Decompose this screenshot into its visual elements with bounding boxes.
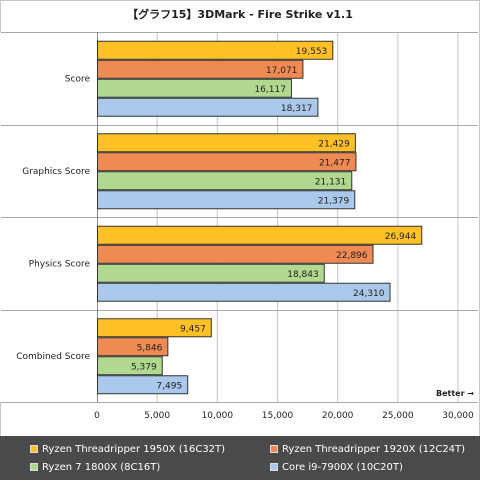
bar-value-label: 7,495 [156, 381, 182, 391]
x-tick-label: 5,000 [144, 411, 170, 421]
bar [97, 375, 189, 395]
legend-item-1950x: Ryzen Threadripper 1950X (16C32T) [30, 442, 225, 456]
x-tick-label: 25,000 [382, 411, 414, 421]
bar-value-label: 18,843 [287, 270, 319, 280]
legend-swatch-1800x [30, 463, 38, 471]
legend-swatch-1950x [30, 445, 38, 453]
bar [97, 133, 356, 153]
legend-item-1800x: Ryzen 7 1800X (8C16T) [30, 460, 160, 474]
bar-value-label: 5,379 [131, 362, 157, 372]
bar [97, 78, 292, 98]
legend-label-7900x: Core i9-7900X (10C20T) [282, 461, 403, 473]
legend: Ryzen Threadripper 1950X (16C32T) Ryzen … [0, 436, 480, 480]
category-label: Physics Score [29, 259, 91, 269]
bar-value-label: 5,846 [137, 343, 163, 353]
legend-swatch-1920x [270, 445, 278, 453]
bar [97, 282, 391, 302]
bar-value-label: 21,477 [319, 158, 351, 168]
bar-value-label: 21,131 [315, 177, 347, 187]
bar-value-label: 24,310 [353, 289, 385, 299]
bar [97, 190, 356, 210]
bar [97, 356, 163, 376]
x-tick-label: 30,000 [442, 411, 474, 421]
category-label: Score [65, 74, 91, 84]
bar-value-label: 9,457 [180, 324, 206, 334]
bar [97, 244, 374, 264]
bar [97, 59, 304, 79]
bar-value-label: 16,117 [254, 85, 286, 95]
better-annotation: Better → [436, 389, 474, 398]
chart-title: 【グラフ15】3DMark - Fire Strike v1.1 [127, 8, 353, 21]
legend-swatch-7900x [270, 463, 278, 471]
bar-value-label: 17,071 [266, 66, 298, 76]
category-label: Combined Score [16, 352, 90, 362]
bar [97, 318, 212, 338]
x-tick-label: 15,000 [262, 411, 294, 421]
bar-value-label: 26,944 [385, 232, 417, 242]
bar-value-label: 22,896 [336, 251, 368, 261]
bar-value-label: 21,379 [318, 196, 350, 206]
legend-item-1920x: Ryzen Threadripper 1920X (12C24T) [270, 442, 465, 456]
legend-item-7900x: Core i9-7900X (10C20T) [270, 460, 403, 474]
bar-value-label: 19,553 [296, 47, 328, 57]
bar [97, 225, 423, 245]
legend-label-1800x: Ryzen 7 1800X (8C16T) [42, 461, 161, 473]
x-tick-label: 0 [94, 411, 100, 421]
x-tick-label: 10,000 [202, 411, 234, 421]
x-tick-label: 20,000 [322, 411, 354, 421]
bar [97, 337, 169, 357]
legend-label-1950x: Ryzen Threadripper 1950X (16C32T) [42, 443, 226, 455]
bar [97, 97, 319, 117]
bar [97, 152, 357, 172]
bar [97, 263, 325, 283]
bar-chart: Score 19,553 17,071 16,117 18,317 Graphics Sc… [0, 32, 478, 421]
bar-value-label: 21,429 [318, 139, 350, 149]
category-label: Graphics Score [22, 167, 90, 177]
bar [97, 171, 353, 191]
legend-label-1920x: Ryzen Threadripper 1920X (12C24T) [282, 443, 466, 455]
bar [97, 40, 334, 60]
bar-value-label: 18,317 [281, 104, 313, 114]
